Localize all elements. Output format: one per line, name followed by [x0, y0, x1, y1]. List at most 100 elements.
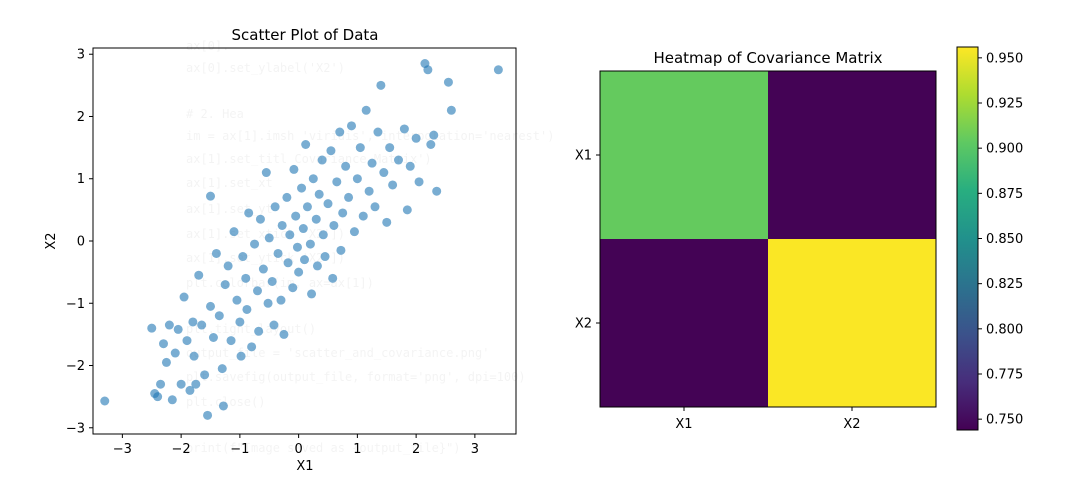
scatter-point	[203, 410, 213, 420]
scatter-point	[279, 329, 289, 339]
scatter-point	[344, 192, 354, 202]
colorbar-tick-label: 0.950	[986, 51, 1023, 66]
scatter-y-tick-label: −1	[66, 297, 85, 312]
heatmap-y-tick-label: X1	[575, 149, 592, 164]
scatter-point	[298, 224, 308, 234]
svg-text:output_file = 'scatter_and_cov: output_file = 'scatter_and_covariance.pn…	[186, 346, 489, 360]
scatter-point	[255, 214, 265, 224]
scatter-point	[176, 379, 186, 389]
scatter-point	[267, 276, 277, 286]
svg-text:plt.savefig(output_file, forma: plt.savefig(output_file, format='png', d…	[186, 370, 526, 384]
scatter-x-tick-label: 0	[294, 442, 302, 457]
scatter-point	[276, 295, 286, 305]
scatter-point	[153, 392, 163, 402]
scatter-x-tick-label: 2	[412, 442, 420, 457]
svg-text:ax[1].set_xt: ax[1].set_xt	[186, 176, 273, 190]
colorbar-tick-label: 0.800	[986, 322, 1023, 337]
scatter-point	[385, 143, 395, 153]
scatter-x-tick-label: −2	[172, 442, 191, 457]
scatter-point	[355, 143, 365, 153]
scatter-point	[300, 255, 309, 265]
scatter-point	[191, 379, 201, 389]
scatter-point	[292, 242, 302, 252]
scatter-point	[273, 248, 283, 258]
scatter-point	[241, 273, 251, 283]
heatmap-cell	[768, 71, 936, 239]
scatter-point	[302, 202, 312, 212]
scatter-point	[167, 395, 177, 405]
scatter-point	[443, 77, 453, 87]
colorbar-tick-label: 0.875	[986, 187, 1023, 202]
scatter-point	[282, 192, 292, 202]
scatter-point	[208, 333, 218, 342]
scatter-point	[156, 379, 166, 389]
scatter-x-ticks: −3 −2 −1 0 1 2 3	[113, 434, 479, 457]
colorbar-tick-label: 0.900	[986, 142, 1023, 157]
scatter-point	[336, 245, 346, 255]
colorbar-ticks: 0.750 0.775 0.800 0.825 0.850 0.875 0.900 0.925…	[978, 51, 1023, 428]
scatter-point	[367, 158, 377, 168]
scatter-y-tick-label: −2	[66, 359, 85, 374]
scatter-point	[185, 385, 195, 395]
svg-text:plt.colorbar(im, ax=ax[1]): plt.colorbar(im, ax=ax[1])	[186, 276, 374, 290]
scatter-y-ticks: −3 −2 −1 0 1 2 3	[66, 48, 93, 436]
heatmap-x-ticks: X1 X2	[675, 407, 861, 432]
scatter-point	[338, 208, 348, 218]
scatter-point	[349, 227, 359, 237]
heatmap-x-tick-label: X1	[675, 417, 692, 432]
scatter-point	[332, 177, 342, 187]
scatter-point	[194, 270, 204, 280]
scatter-point	[312, 261, 322, 271]
heatmap-y-ticks: X1 X2	[575, 149, 600, 332]
scatter-point	[270, 202, 280, 212]
scatter-point	[411, 133, 421, 143]
scatter-point	[250, 239, 260, 249]
scatter-y-tick-label: 2	[77, 110, 85, 125]
scatter-point	[206, 191, 215, 201]
svg-text:ax[0].: ax[0].	[186, 39, 229, 53]
svg-text:print(f"Image saved as {output: print(f"Image saved as {output_file}")	[186, 441, 461, 455]
scatter-point	[173, 324, 183, 334]
heatmap-cells	[600, 71, 936, 407]
scatter-point	[294, 267, 304, 277]
scatter-point	[318, 230, 328, 240]
scatter-point	[261, 168, 271, 178]
scatter-y-axis-label: X2	[44, 232, 59, 249]
scatter-y-tick-label: 3	[77, 48, 85, 63]
scatter-point	[352, 174, 362, 184]
scatter-point	[314, 189, 324, 199]
scatter-x-tick-label: −1	[230, 442, 249, 457]
scatter-point	[305, 239, 315, 249]
scatter-point	[414, 177, 424, 187]
scatter-point	[373, 127, 383, 137]
scatter-point	[236, 351, 246, 361]
scatter-point	[220, 280, 230, 290]
scatter-point	[288, 283, 298, 293]
colorbar: 0.750 0.775 0.800 0.825 0.850 0.875 0.900 0.925…	[956, 46, 1023, 431]
scatter-x-axis-label: X1	[296, 459, 313, 474]
scatter-point	[405, 161, 415, 171]
scatter-point	[188, 317, 198, 327]
scatter-point	[328, 273, 338, 283]
scatter-point	[170, 348, 180, 358]
scatter-point	[179, 292, 189, 302]
scatter-point	[335, 127, 345, 137]
scatter-point	[347, 121, 356, 131]
scatter-point	[277, 220, 287, 230]
scatter-point	[379, 168, 389, 178]
scatter-point	[423, 65, 433, 75]
scatter-point	[432, 186, 442, 196]
scatter-point	[426, 140, 436, 149]
scatter-point	[217, 364, 227, 374]
scatter-y-tick-label: −3	[66, 421, 85, 436]
background-code-watermark: ax[0]. ax[0].set_ylabel('X2') # 2. Hea i…	[186, 39, 554, 455]
scatter-point	[269, 320, 279, 330]
scatter-point	[182, 336, 192, 346]
scatter-point	[206, 301, 215, 311]
heatmap-cell	[600, 71, 768, 239]
colorbar-tick-label: 0.750	[986, 413, 1023, 428]
scatter-point	[253, 286, 262, 296]
scatter-point	[308, 174, 318, 184]
scatter-point	[263, 298, 273, 308]
